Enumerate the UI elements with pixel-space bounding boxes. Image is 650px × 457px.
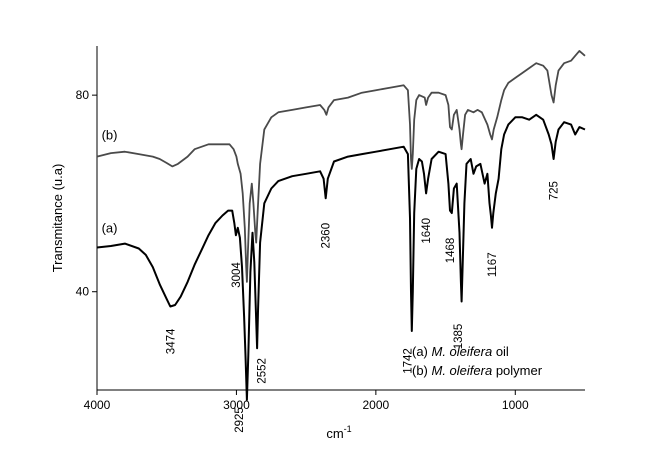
legend-entry-a-suffix: oil <box>492 344 509 359</box>
peak-label: 725 <box>549 181 561 200</box>
legend-entry-a-prefix: (a) <box>412 344 432 359</box>
peak-label: 2360 <box>321 223 333 249</box>
peak-label: 2925 <box>234 407 246 433</box>
legend-entry-b-name: M. oleifera <box>432 363 493 378</box>
legend-entry-b-prefix: (b) <box>412 363 432 378</box>
x-tick-label: 2000 <box>363 398 390 412</box>
legend-entry-a: (a) M. oleifera oil <box>412 344 509 359</box>
peak-label: 1385 <box>453 324 465 350</box>
x-ticks: 4000 3000 2000 1000 <box>84 390 529 412</box>
series-line-b <box>96 50 586 283</box>
peak-label: 3004 <box>231 262 243 288</box>
legend-entry-b: (b) M. oleifera polymer <box>412 363 543 378</box>
curve-labels: (b) (a) <box>102 127 118 235</box>
peak-label: 1167 <box>487 252 499 277</box>
peak-label: 1742 <box>403 348 415 374</box>
peak-label: 2552 <box>257 358 269 384</box>
y-tick-label: 80 <box>76 88 90 102</box>
peak-label: 1468 <box>445 238 457 264</box>
x-axis-title-superscript: -1 <box>344 424 352 434</box>
plot-area: 4000 3000 2000 1000 40 80 (b) (a) 3474 3004 292… <box>76 46 586 433</box>
peak-label: 3474 <box>165 328 177 354</box>
legend-entry-a-name: M. oleifera <box>432 344 493 359</box>
y-tick-label: 40 <box>76 285 90 299</box>
legend: (a) M. oleifera oil (b) M. oleifera poly… <box>412 344 543 378</box>
legend-entry-b-suffix: polymer <box>492 363 543 378</box>
x-tick-label: 3000 <box>223 398 250 412</box>
x-tick-label: 4000 <box>84 398 111 412</box>
curve-label: (a) <box>102 221 118 236</box>
x-axis-title-text: cm <box>326 426 343 441</box>
y-ticks: 40 80 <box>76 88 97 299</box>
peak-annotations: 3474 3004 2925 2552 2360 1742 1640 1468 1385 1167… <box>165 181 560 433</box>
x-axis-title: cm-1 <box>326 424 351 441</box>
series-layer <box>96 50 586 401</box>
series-line-a <box>96 113 586 401</box>
x-tick-label: 1000 <box>502 398 529 412</box>
y-axis-title: Transmitance (u.a) <box>50 164 65 273</box>
peak-label: 1640 <box>421 218 433 244</box>
curve-label: (b) <box>102 127 118 142</box>
